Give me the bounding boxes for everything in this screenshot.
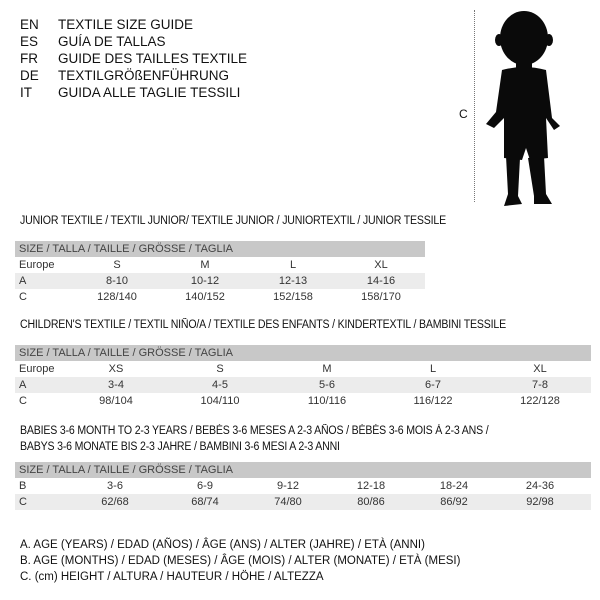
row-label: C: [19, 395, 27, 407]
table-cell: 8-10: [105, 275, 129, 287]
table-cell: L: [289, 259, 297, 271]
table-cell: 14-16: [366, 275, 396, 287]
height-measure-label: C: [459, 107, 468, 121]
table-cell: 62/68: [101, 496, 129, 508]
table-row: C 62/68 68/74 74/80 80/86 86/92 92/98: [15, 494, 591, 510]
children-size-table: SIZE / TALLA / TAILLE / GRÖSSE / TAGLIA E…: [15, 345, 591, 409]
child-silhouette-icon: [486, 11, 560, 206]
table-row: C 98/104 104/110 110/116 116/122 122/128: [15, 393, 591, 409]
title-de: DE TEXTILGRÖßENFÜHRUNG: [20, 68, 230, 83]
babies-table-title-2: BABYS 3-6 MONATE BIS 2-3 JAHRE / BAMBINI…: [20, 441, 340, 453]
table-cell: 7-8: [532, 379, 548, 391]
table-cell: 6-9: [197, 480, 213, 492]
table-cell: 110/116: [307, 395, 347, 407]
table-cell: S: [113, 259, 121, 271]
babies-table-title: BABIES 3-6 MONTH TO 2-3 YEARS / BEBÉS 3-…: [20, 425, 489, 437]
table-cell: 68/74: [191, 496, 219, 508]
table-cell: 92/98: [526, 496, 554, 508]
table-row: A 3-4 4-5 5-6 6-7 7-8: [15, 377, 591, 393]
table-cell: M: [322, 363, 332, 375]
table-cell: 74/80: [274, 496, 302, 508]
table-cell: XL: [533, 363, 547, 375]
table-row: A 8-10 10-12 12-13 14-16: [15, 273, 425, 289]
size-header: SIZE / TALLA / TAILLE / GRÖSSE / TAGLIA: [15, 462, 591, 478]
table-cell: 12-18: [356, 480, 386, 492]
title-en: EN TEXTILE SIZE GUIDE: [20, 17, 194, 32]
table-cell: 98/104: [99, 395, 133, 407]
title-es: ES GUÍA DE TALLAS: [20, 34, 166, 49]
table-row: B 3-6 6-9 9-12 12-18 18-24 24-36: [15, 478, 591, 494]
table-row: Europe S M L XL: [15, 257, 425, 273]
table-row: C 128/140 140/152 152/158 158/170: [15, 289, 425, 305]
size-header: SIZE / TALLA / TAILLE / GRÖSSE / TAGLIA: [15, 345, 591, 361]
title-fr: FR GUIDE DES TAILLES TEXTILE: [20, 51, 248, 66]
table-cell: 152/158: [273, 291, 313, 303]
table-cell: 9-12: [276, 480, 300, 492]
legend-a: A. AGE (YEARS) / EDAD (AÑOS) / ÂGE (ANS)…: [20, 539, 425, 551]
table-cell: 3-4: [108, 379, 124, 391]
height-measure-line: [474, 10, 475, 202]
row-label: Europe: [19, 259, 55, 271]
babies-size-table: SIZE / TALLA / TAILLE / GRÖSSE / TAGLIA B…: [15, 462, 591, 510]
table-cell: S: [216, 363, 224, 375]
row-label: C: [19, 496, 27, 508]
table-cell: 116/122: [413, 395, 453, 407]
row-label: A: [19, 379, 27, 391]
junior-table-title: JUNIOR TEXTILE / TEXTIL JUNIOR/ TEXTILE …: [20, 215, 446, 227]
size-header: SIZE / TALLA / TAILLE / GRÖSSE / TAGLIA: [15, 241, 425, 257]
table-cell: 140/152: [185, 291, 225, 303]
table-cell: 80/86: [357, 496, 385, 508]
row-label: B: [19, 480, 27, 492]
row-label: A: [19, 275, 27, 287]
table-cell: 104/110: [200, 395, 240, 407]
row-label: Europe: [19, 363, 55, 375]
table-cell: 12-13: [278, 275, 308, 287]
table-cell: 86/92: [440, 496, 468, 508]
children-table-title: CHILDREN'S TEXTILE / TEXTIL NIÑO/A / TEX…: [20, 319, 506, 331]
table-cell: 18-24: [439, 480, 469, 492]
table-cell: 3-6: [107, 480, 123, 492]
table-row: Europe XS S M L XL: [15, 361, 591, 377]
table-cell: 128/140: [97, 291, 137, 303]
table-cell: L: [429, 363, 437, 375]
table-cell: 122/128: [520, 395, 560, 407]
legend-c: C. (cm) HEIGHT / ALTURA / HAUTEUR / HÖHE…: [20, 571, 324, 583]
table-cell: 24-36: [525, 480, 555, 492]
table-cell: XS: [108, 363, 124, 375]
junior-size-table: SIZE / TALLA / TAILLE / GRÖSSE / TAGLIA E…: [15, 241, 425, 305]
table-cell: 10-12: [190, 275, 220, 287]
table-cell: 5-6: [319, 379, 335, 391]
table-cell: 4-5: [212, 379, 228, 391]
table-cell: 158/170: [361, 291, 401, 303]
title-it: IT GUIDA ALLE TAGLIE TESSILI: [20, 85, 241, 100]
table-cell: XL: [374, 259, 388, 271]
row-label: C: [19, 291, 27, 303]
legend-b: B. AGE (MONTHS) / EDAD (MESES) / ÂGE (MO…: [20, 555, 461, 567]
table-cell: 6-7: [425, 379, 441, 391]
table-cell: M: [200, 259, 210, 271]
